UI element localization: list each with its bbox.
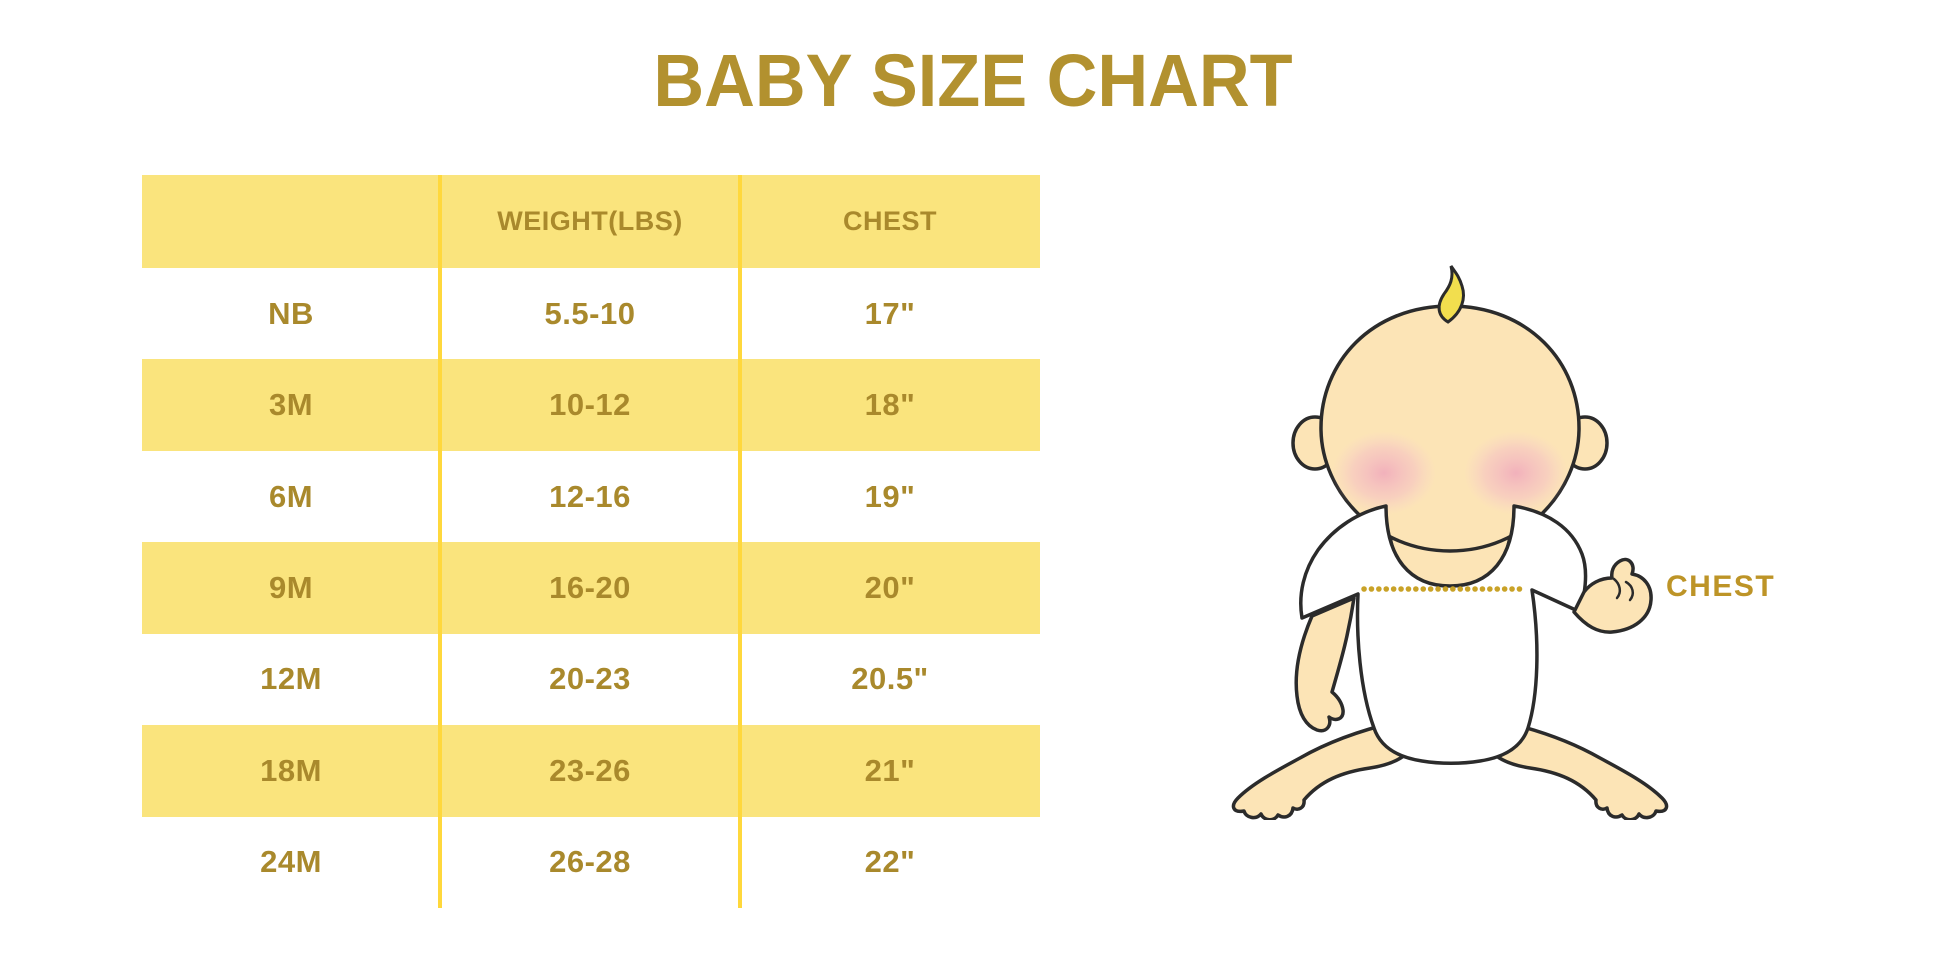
baby-illustration-svg — [1231, 265, 1669, 822]
table-row-cell-chest: 19" — [740, 450, 1040, 543]
table-row-cell-chest: 22" — [740, 816, 1040, 908]
baby-leg-right — [1484, 720, 1669, 822]
baby-shirt — [1299, 504, 1588, 765]
baby-arm-left — [1294, 596, 1356, 733]
baby-arm-right-fist — [1572, 557, 1653, 634]
baby-fist-knuckles — [1612, 577, 1635, 602]
baby-leg-left — [1231, 720, 1416, 822]
column-divider — [438, 175, 442, 908]
table-row-cell-chest: 17" — [740, 268, 1040, 360]
table-row-cell-weight: 20-23 — [440, 633, 740, 726]
table-row-cell-chest: 20" — [740, 542, 1040, 634]
table-row-cell-weight: 10-12 — [440, 359, 740, 451]
header-size — [142, 175, 440, 268]
header-weight: WEIGHT(LBS) — [440, 175, 740, 268]
table-row-cell-chest: 20.5" — [740, 633, 1040, 726]
chest-annotation-label: CHEST — [1666, 570, 1776, 603]
baby-blush-right — [1464, 431, 1568, 515]
table-row-cell-chest: 18" — [740, 359, 1040, 451]
header-chest: CHEST — [740, 175, 1040, 268]
table-row-cell-weight: 16-20 — [440, 542, 740, 634]
column-divider — [738, 175, 742, 908]
table-row-cell-weight: 23-26 — [440, 725, 740, 817]
baby-illustration — [1200, 260, 1800, 822]
table-row-cell-size: 24M — [142, 816, 440, 908]
table-row-cell-weight: 26-28 — [440, 816, 740, 908]
table-row-cell-size: 6M — [142, 450, 440, 543]
size-table: WEIGHT(LBS) CHEST NB 5.5-10 17" 3M 10-12… — [142, 175, 1040, 908]
page-title: BABY SIZE CHART — [653, 39, 1293, 122]
table-row-cell-weight: 5.5-10 — [440, 268, 740, 360]
table-row-cell-chest: 21" — [740, 725, 1040, 817]
table-row-cell-weight: 12-16 — [440, 450, 740, 543]
baby-blush-left — [1332, 431, 1436, 515]
table-row-cell-size: 18M — [142, 725, 440, 817]
table-row-cell-size: 9M — [142, 542, 440, 634]
baby-hair-curl — [1437, 265, 1465, 324]
table-row-cell-size: 12M — [142, 633, 440, 726]
table-row-cell-size: 3M — [142, 359, 440, 451]
table-row-cell-size: NB — [142, 268, 440, 360]
